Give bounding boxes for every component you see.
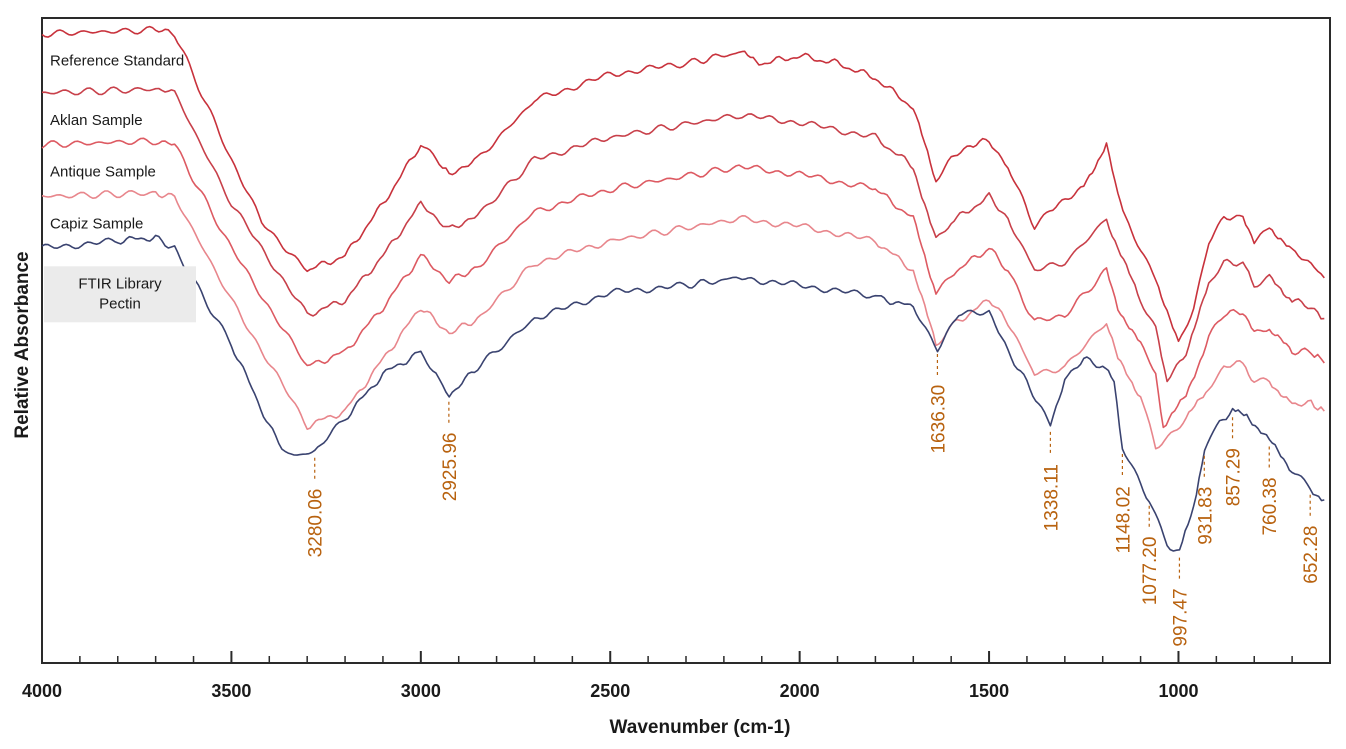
peak-value-label: 931.83 (1195, 487, 1216, 545)
peak-value-label: 1077.20 (1140, 537, 1161, 606)
plot-frame (41, 17, 1331, 664)
series-label: Aklan Sample (50, 112, 143, 129)
x-tick-label: 3500 (211, 681, 251, 701)
series-label-box (44, 266, 196, 323)
series-labels: Reference Standard Aklan Sample Antique Sa… (44, 53, 196, 323)
peak-value-label: 1148.02 (1113, 486, 1134, 553)
peak-value-label: 2925.96 (440, 433, 461, 502)
x-tick-label: 1500 (969, 681, 1009, 701)
peak-label: 1077.20 (1140, 505, 1161, 606)
x-tick-label: 2500 (590, 681, 630, 701)
x-tick-label: 3000 (401, 681, 441, 701)
peak-labels: 3280.06 2925.96 1636.30 1338.11 1148.02 1077.… (306, 354, 1322, 647)
series-label: FTIR Library (78, 275, 162, 292)
series-layer (41, 25, 1325, 552)
x-tick-label: 2000 (780, 681, 820, 701)
peak-label: 760.38 (1260, 446, 1281, 536)
series-label: Capiz Sample (50, 216, 143, 233)
x-axis-title: Wavenumber (cm-1) (610, 717, 791, 738)
series-line (41, 86, 1325, 383)
y-axis-title: Relative Absorbance (12, 251, 33, 438)
x-tick-label: 4000 (22, 681, 62, 701)
x-tick-label: 1000 (1158, 681, 1198, 701)
peak-label: 652.28 (1301, 494, 1322, 584)
series-label: Antique Sample (50, 164, 156, 181)
series-line (41, 25, 1325, 343)
peak-label: 1338.11 (1041, 431, 1062, 531)
x-axis-ticks: 4000 3500 3000 2500 2000 1500 1000 (22, 651, 1331, 701)
peak-label: 857.29 (1224, 417, 1245, 506)
peak-value-label: 760.38 (1260, 477, 1281, 535)
peak-value-label: 857.29 (1224, 448, 1245, 506)
peak-label: 2925.96 (440, 401, 461, 502)
peak-label: 1636.30 (928, 354, 949, 454)
peak-value-label: 997.47 (1170, 588, 1191, 646)
peak-value-label: 652.28 (1301, 526, 1322, 584)
peak-label: 931.83 (1195, 455, 1216, 545)
peak-label: 3280.06 (306, 457, 327, 558)
peak-label: 1148.02 (1113, 454, 1134, 554)
peak-value-label: 3280.06 (306, 489, 327, 558)
peak-value-label: 1636.30 (928, 385, 949, 454)
peak-label: 997.47 (1170, 557, 1191, 647)
series-label: Pectin (99, 295, 141, 312)
series-label: Reference Standard (50, 53, 184, 70)
series-line (41, 234, 1325, 552)
series-line (41, 137, 1325, 429)
peak-value-label: 1338.11 (1041, 464, 1062, 531)
series-line (41, 190, 1325, 450)
